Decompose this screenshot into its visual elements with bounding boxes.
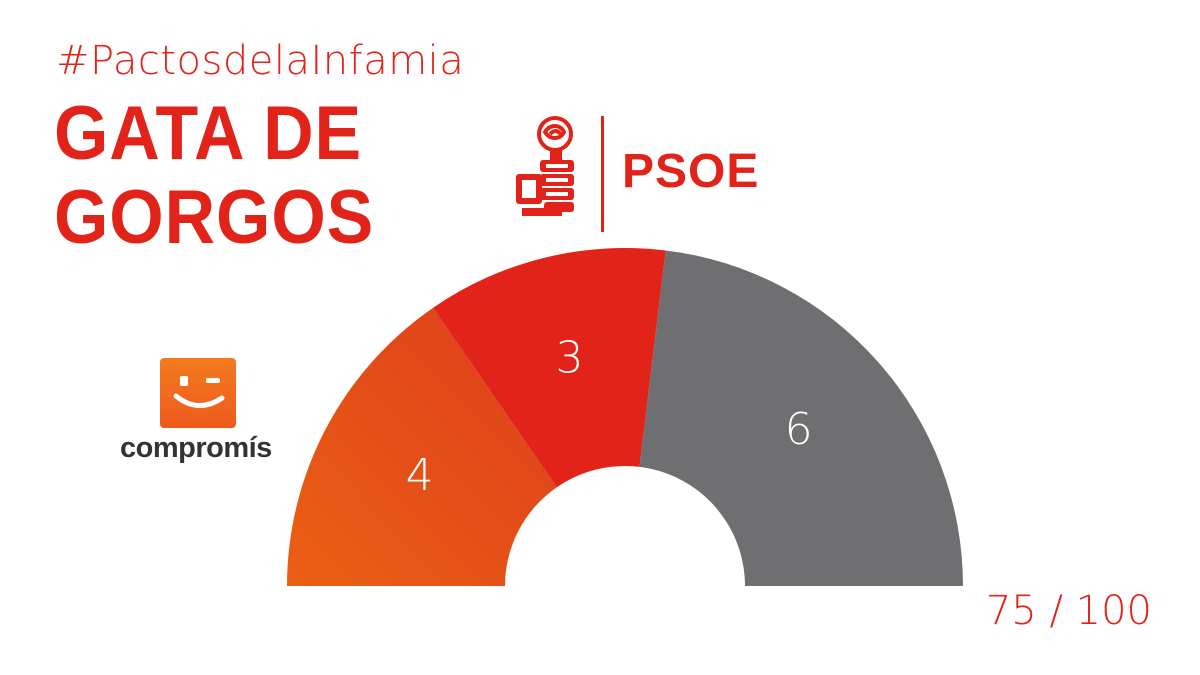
psoe-label: PSOE (622, 145, 760, 198)
compromis-logo: compromís (116, 358, 286, 468)
compromis-label: compromís (120, 432, 272, 464)
ratio-label: 75 / 100 (985, 588, 1152, 634)
seat-label-comprom-s: 4 (406, 450, 434, 501)
smiley-icon (160, 358, 236, 428)
logo-divider (601, 116, 604, 232)
seat-label-other: 6 (785, 404, 813, 455)
page-title-line2: GORGOS (54, 175, 375, 260)
fist-rose-icon (516, 116, 574, 216)
hashtag: #PactosdelaInfamia (56, 38, 465, 84)
page-title-line1: GATA DE (54, 91, 363, 176)
psoe-logo: PSOE (512, 112, 772, 236)
seat-label-psoe: 3 (555, 333, 583, 384)
slice-comprom-s (287, 307, 557, 586)
slice-other (639, 250, 963, 586)
page-title: GATA DE GORGOS (54, 92, 374, 260)
slice-psoe (432, 248, 666, 488)
